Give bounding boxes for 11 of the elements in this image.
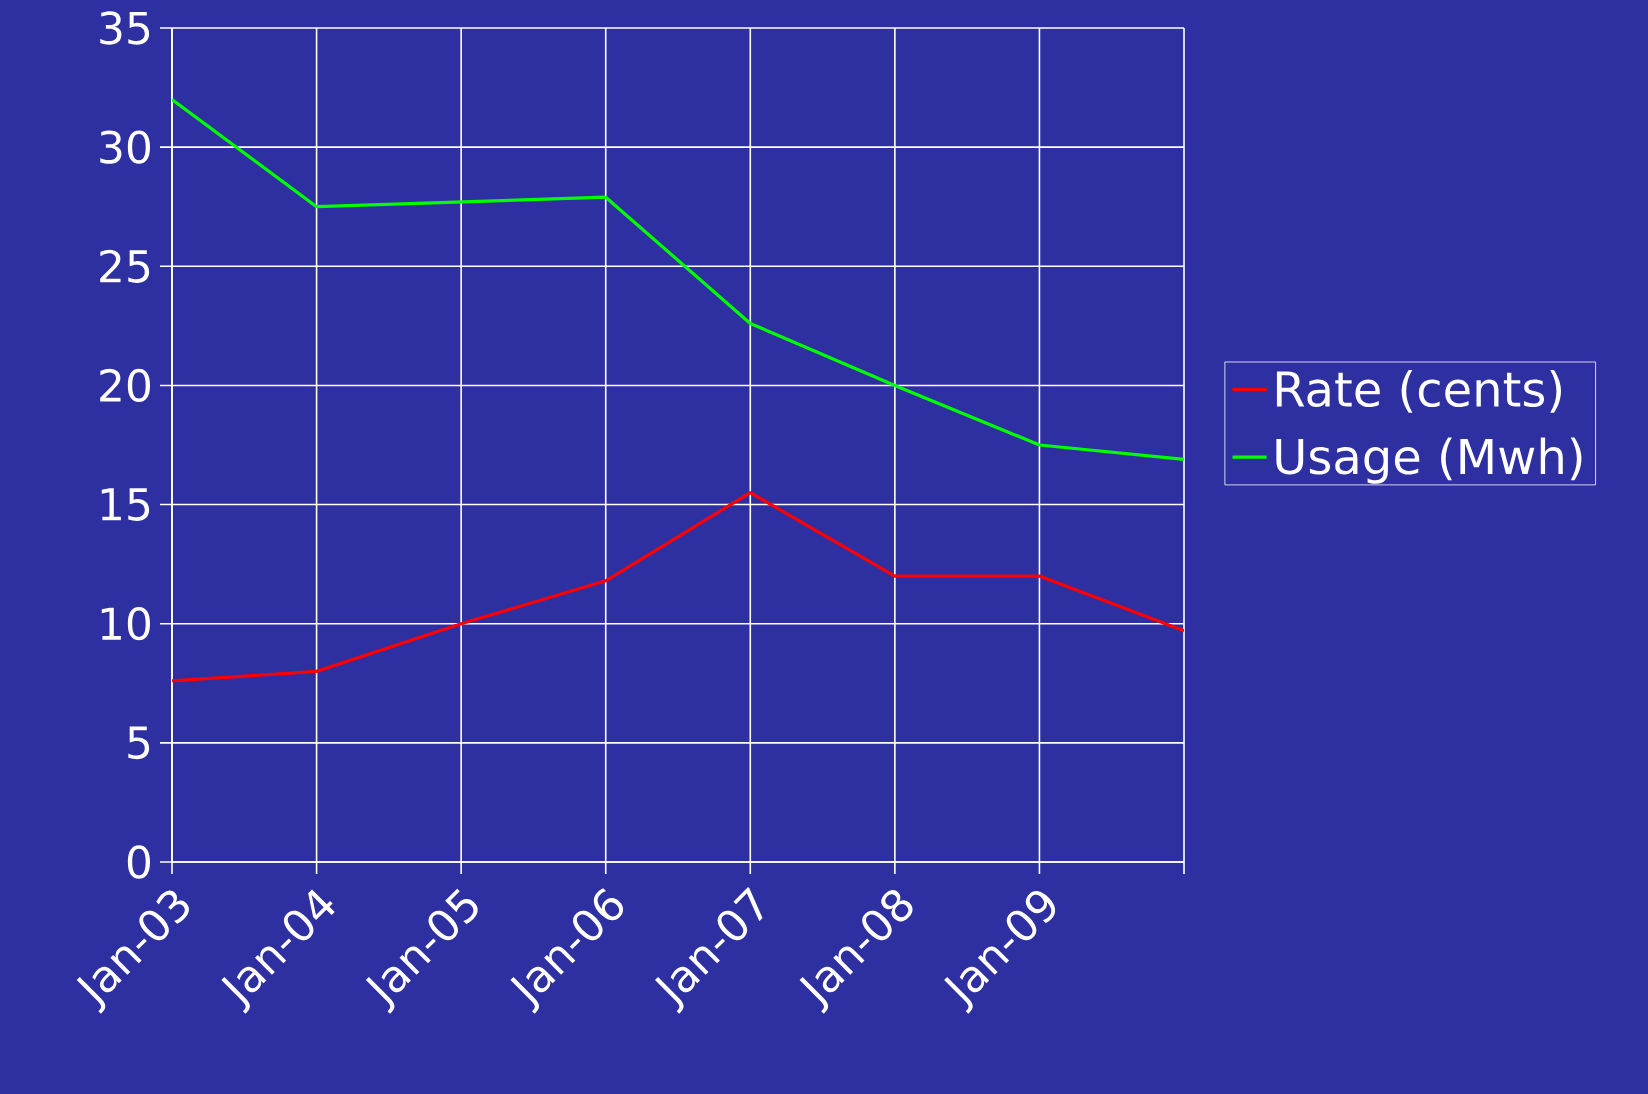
legend-label: Rate (cents): [1276, 370, 1561, 413]
y-tick-label: 15: [101, 488, 150, 521]
y-tick-label: 25: [100, 249, 150, 283]
line-series: [172, 491, 1185, 683]
legend-label: Usage (Mwh): [1276, 437, 1582, 484]
y-tick-label: 10: [101, 607, 150, 641]
y-tick-label: 30: [100, 130, 150, 164]
y-tick-label: 5: [128, 726, 150, 760]
y-tick-label: 0: [127, 845, 151, 879]
y-tick-label: 35: [100, 11, 150, 45]
y-tick-label: 20: [100, 368, 150, 403]
